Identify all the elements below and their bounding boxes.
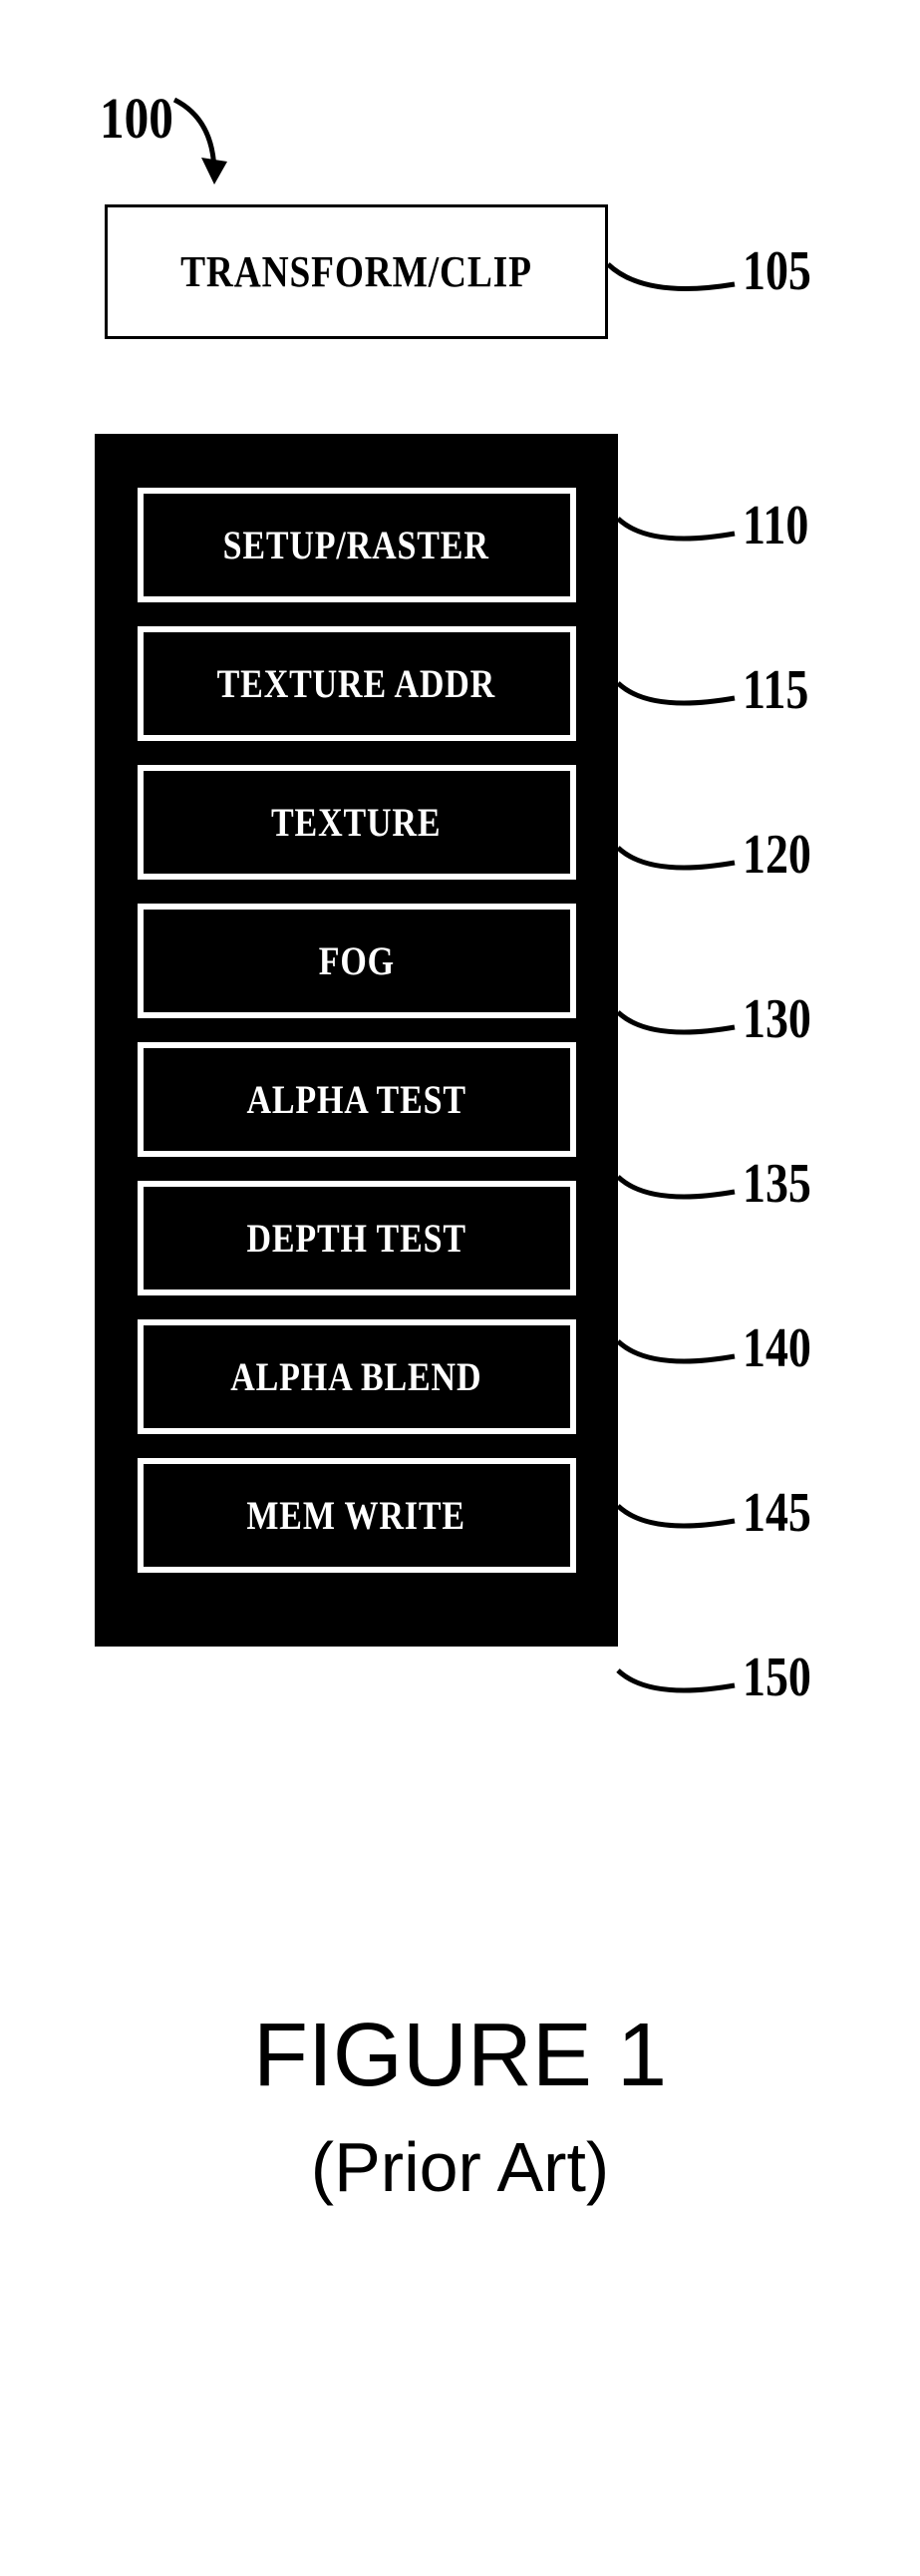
stage-label: ALPHA TEST	[246, 1076, 465, 1123]
callout-connector-130	[615, 1002, 740, 1052]
callout-connector-105	[605, 254, 740, 314]
callout-connector-110	[615, 509, 740, 558]
callout-130: 130	[743, 987, 811, 1051]
stage-setup-raster: SETUP/RASTER	[138, 488, 576, 602]
stage-label: SETUP/RASTER	[223, 522, 489, 568]
callout-connector-115	[615, 673, 740, 723]
callout-140: 140	[743, 1316, 811, 1380]
figure-caption: FIGURE 1 (Prior Art)	[0, 2005, 920, 2207]
stage-label: FOG	[318, 937, 394, 984]
callout-connector-135	[615, 1167, 740, 1217]
stage-transform-clip: TRANSFORM/CLIP	[105, 204, 608, 339]
figure-subtitle: (Prior Art)	[0, 2127, 920, 2207]
callout-connector-140	[615, 1331, 740, 1381]
callout-115: 115	[743, 658, 808, 722]
stage-depth-test: DEPTH TEST	[138, 1181, 576, 1295]
stage-label: ALPHA BLEND	[230, 1353, 481, 1400]
stage-fog: FOG	[138, 904, 576, 1018]
stage-label: MEM WRITE	[247, 1492, 466, 1539]
callout-150: 150	[743, 1646, 811, 1709]
callout-135: 135	[743, 1152, 811, 1216]
figure-page: 100 TRANSFORM/CLIP 105 SETUP/RASTER TEXT…	[0, 0, 920, 2576]
stage-texture: TEXTURE	[138, 765, 576, 880]
stage-alpha-blend: ALPHA BLEND	[138, 1319, 576, 1434]
stage-alpha-test: ALPHA TEST	[138, 1042, 576, 1157]
callout-145: 145	[743, 1481, 811, 1545]
callout-105: 105	[743, 239, 811, 303]
callout-connector-145	[615, 1496, 740, 1546]
stage-label: TEXTURE ADDR	[217, 660, 495, 707]
callout-connector-150	[615, 1660, 740, 1710]
stage-label: TEXTURE	[271, 799, 441, 846]
figure-title: FIGURE 1	[0, 2005, 920, 2107]
stage-label: DEPTH TEST	[246, 1215, 465, 1262]
pipeline-panel: SETUP/RASTER TEXTURE ADDR TEXTURE FOG AL…	[95, 434, 618, 1647]
callout-120: 120	[743, 823, 811, 887]
callout-110: 110	[743, 494, 808, 557]
callout-connector-120	[615, 838, 740, 888]
reference-arrow	[159, 90, 239, 199]
stage-label: TRANSFORM/CLIP	[180, 246, 532, 297]
stage-texture-addr: TEXTURE ADDR	[138, 626, 576, 741]
stage-mem-write: MEM WRITE	[138, 1458, 576, 1573]
